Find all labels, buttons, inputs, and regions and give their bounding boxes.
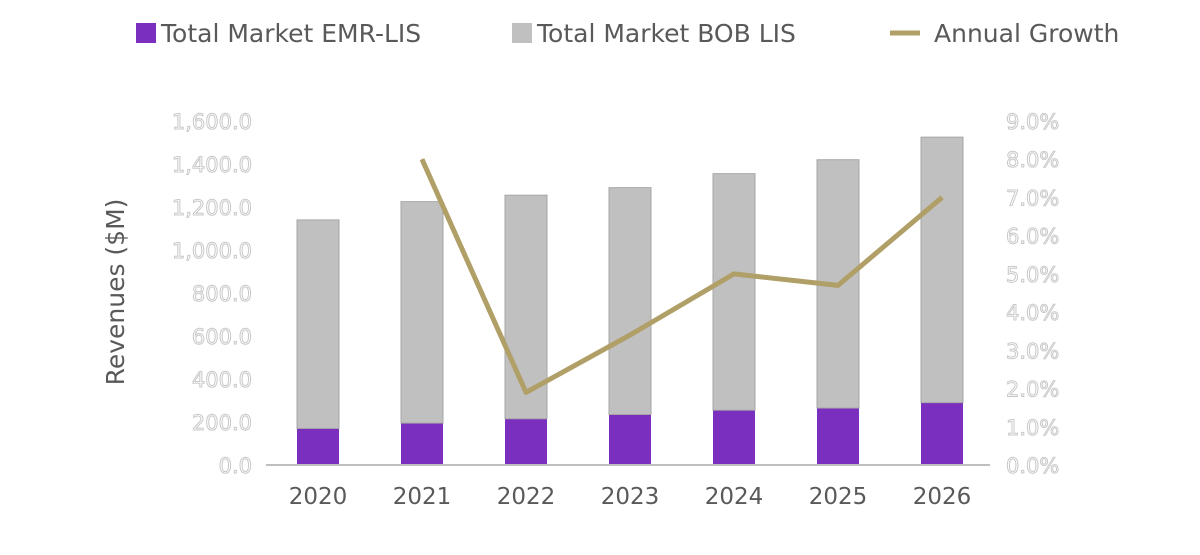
bar-emr-lis-2025 bbox=[817, 408, 859, 465]
legend-label-0: Total Market EMR-LIS bbox=[160, 19, 421, 48]
legend-swatch-1 bbox=[512, 23, 532, 43]
left-tick-label: 1,600.0 bbox=[172, 110, 252, 134]
right-tick-label: 1.0% bbox=[1006, 416, 1059, 440]
bar-emr-lis-2022 bbox=[505, 418, 547, 465]
growth-point-2025 bbox=[837, 284, 839, 286]
bar-emr-lis-2021 bbox=[401, 423, 443, 465]
bar-emr-lis-2026 bbox=[921, 402, 963, 465]
right-tick-label: 5.0% bbox=[1006, 263, 1059, 287]
right-axis-ticks: 0.0% 1.0% 2.0% 3.0% 4.0% 5.0% 6.0% 7.0% 8.0% 9.0% bbox=[1006, 110, 1060, 479]
growth-point-2024 bbox=[733, 273, 735, 275]
right-tick-label: 9.0% bbox=[1006, 110, 1059, 134]
growth-point-2023 bbox=[629, 334, 631, 336]
bar-emr-lis-2020 bbox=[297, 428, 339, 465]
left-tick-label: 0.0 bbox=[219, 454, 252, 478]
growth-point-2026 bbox=[941, 196, 943, 198]
bar-emr-lis-2023 bbox=[609, 414, 651, 465]
annual-growth-line bbox=[419, 158, 944, 395]
legend: Total Market EMR-LIS Total Market BOB LIS… bbox=[136, 19, 1119, 48]
right-tick-label: 4.0% bbox=[1006, 301, 1059, 325]
right-tick-label: 7.0% bbox=[1006, 186, 1059, 210]
right-tick-label: 6.0% bbox=[1006, 225, 1059, 249]
x-tick-label-2022: 2022 bbox=[497, 484, 556, 510]
legend-label-2: Annual Growth bbox=[934, 19, 1119, 48]
left-tick-label: 1,000.0 bbox=[172, 239, 252, 263]
bar-bob-lis-2020 bbox=[296, 219, 340, 429]
legend-label-1: Total Market BOB LIS bbox=[536, 19, 796, 48]
left-axis-ticks: 0.0 200.0 400.0 600.0 800.0 1,000.0 1,200.0 1,4… bbox=[171, 110, 252, 479]
right-tick-label: 0.0% bbox=[1006, 454, 1059, 478]
left-tick-label: 1,200.0 bbox=[172, 196, 252, 220]
y-axis-label: Revenues ($M) bbox=[101, 199, 130, 386]
bar-bob-lis-2026 bbox=[920, 136, 964, 404]
left-tick-label: 200.0 bbox=[192, 411, 252, 435]
x-tick-label-2023: 2023 bbox=[601, 484, 660, 510]
bar-emr-lis-2024 bbox=[713, 410, 755, 465]
x-tick-label-2024: 2024 bbox=[705, 484, 764, 510]
bars bbox=[296, 136, 964, 465]
x-tick-label-2021: 2021 bbox=[393, 484, 452, 510]
bar-bob-lis-2024 bbox=[712, 173, 756, 411]
legend-swatch-0 bbox=[136, 23, 156, 43]
growth-point-2021 bbox=[421, 158, 423, 160]
left-tick-label: 600.0 bbox=[192, 325, 252, 349]
left-tick-label: 800.0 bbox=[192, 282, 252, 306]
right-tick-label: 8.0% bbox=[1006, 148, 1059, 172]
bar-bob-lis-2022 bbox=[504, 194, 548, 420]
bar-bob-lis-2023 bbox=[608, 187, 652, 415]
x-tick-label-2025: 2025 bbox=[809, 484, 868, 510]
growth-point-2022 bbox=[525, 391, 527, 393]
x-tick-label-2020: 2020 bbox=[289, 484, 348, 510]
left-tick-label: 1,400.0 bbox=[172, 153, 252, 177]
right-tick-label: 3.0% bbox=[1006, 339, 1059, 363]
left-tick-label: 400.0 bbox=[192, 368, 252, 392]
bar-bob-lis-2021 bbox=[400, 201, 444, 424]
right-tick-label: 2.0% bbox=[1006, 378, 1059, 402]
x-axis-ticks: 2020 2021 2022 2023 2024 2025 2026 bbox=[289, 484, 972, 510]
growth-line-layer bbox=[419, 158, 944, 395]
x-tick-label-2026: 2026 bbox=[913, 484, 972, 510]
